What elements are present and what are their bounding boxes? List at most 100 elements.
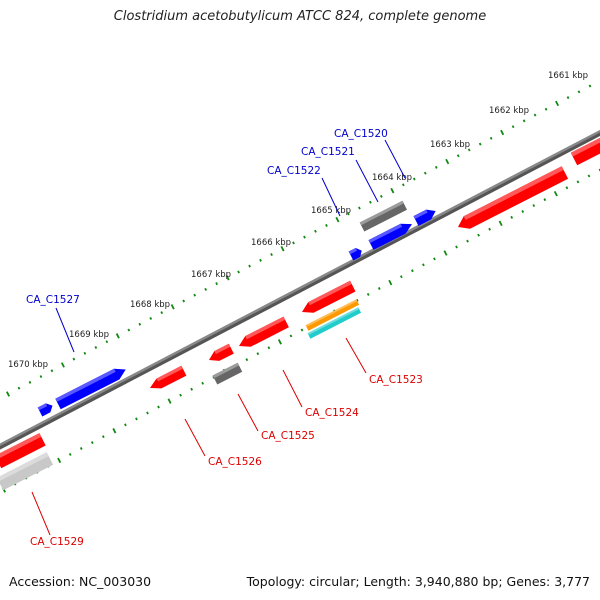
- upper-scale-tick: [280, 245, 285, 252]
- upper-scale-tick: [215, 282, 218, 286]
- lower-scale-tick: [179, 393, 182, 397]
- lower-scale-tick: [146, 411, 149, 415]
- lower-scale-tick: [124, 423, 127, 427]
- scale-label-kbp: 1662 kbp: [489, 106, 529, 116]
- gene-ca-c1525-arrow: [212, 362, 243, 385]
- gene-ca-c1523-orange-arrow-bevel: [305, 299, 358, 327]
- scale-label-kbp: 1663 kbp: [430, 140, 470, 150]
- gene-ca-c1523-cyan-arrow: [307, 307, 362, 339]
- gene-ca-c1523-orange-arrow: [305, 299, 360, 331]
- scale-label-kbp: 1661 kbp: [548, 71, 588, 81]
- accession-text: Accession: NC_003030: [9, 574, 152, 589]
- lower-scale-tick: [300, 328, 304, 332]
- upper-scale-tick: [401, 183, 405, 187]
- upper-scale-tick: [292, 241, 295, 245]
- upper-scale-tick: [72, 357, 76, 361]
- upper-scale-tick: [588, 84, 592, 88]
- lower-scale-tick: [576, 180, 580, 184]
- gene-ca-c1528-arrow-bevel: [37, 403, 48, 411]
- lower-scale-tick: [289, 334, 293, 338]
- upper-scale-tick: [358, 206, 361, 210]
- upper-scale-tick: [380, 194, 383, 198]
- gene-ca-c1520-arrow-bevel: [413, 209, 428, 219]
- lower-scale-tick: [245, 358, 249, 362]
- upper-scale-tick: [115, 333, 120, 339]
- lower-scale-tick: [57, 457, 62, 464]
- upper-scale-tick: [423, 171, 427, 175]
- upper-scale-tick: [237, 270, 240, 274]
- upper-scale-tick: [149, 316, 153, 320]
- upper-scale-tick: [533, 113, 537, 117]
- gene-label-ca-c1524: CA_C1524: [305, 407, 359, 419]
- gene-ca-c1518-arrow-bevel: [463, 166, 564, 220]
- upper-scale-tick: [500, 129, 505, 136]
- gene-label-ca-c1523: CA_C1523: [369, 374, 423, 386]
- lower-scale-tick: [68, 452, 72, 456]
- scale-label-kbp: 1669 kbp: [69, 330, 109, 340]
- lower-scale-tick: [355, 298, 359, 302]
- callout-leader-line: [345, 337, 367, 374]
- upper-scale-tick: [127, 328, 131, 332]
- upper-scale-tick: [17, 386, 21, 390]
- upper-scale-tick: [138, 322, 142, 326]
- gene-ca-c1521-arrow-bevel: [368, 223, 403, 243]
- upper-scale-tick: [160, 311, 164, 315]
- upper-scale-tick: [248, 264, 251, 268]
- gene-ca-c1519-grey-arrow-bevel: [359, 200, 404, 226]
- gene-ca-c1529-arrow: [0, 452, 54, 491]
- upper-scale-tick: [83, 351, 87, 355]
- upper-scale-tick: [577, 90, 581, 94]
- lower-scale-tick: [190, 387, 193, 391]
- upper-scale-tick: [94, 346, 98, 349]
- callout-leader-line: [355, 159, 379, 203]
- lower-scale-tick: [433, 257, 436, 261]
- upper-scale-tick: [182, 299, 186, 303]
- genome-backbone: [0, 130, 600, 450]
- lower-scale-tick: [422, 263, 425, 267]
- upper-scale-tick: [566, 96, 570, 100]
- upper-scale-tick: [225, 275, 230, 281]
- scale-label-kbp: 1666 kbp: [251, 238, 291, 248]
- gene-label-ca-c1525: CA_C1525: [261, 430, 315, 442]
- gene-ca-c1523b-arrow-bevel: [308, 280, 352, 306]
- lower-scale-tick: [267, 346, 271, 350]
- upper-scale-tick: [522, 119, 526, 123]
- lower-scale-tick: [466, 239, 469, 243]
- callout-leader-line: [384, 139, 406, 179]
- lower-scale-tick: [455, 245, 458, 249]
- upper-scale-tick: [303, 235, 306, 239]
- upper-scale-tick: [489, 136, 493, 140]
- gene-ca-c1523-cyan-arrow-bevel: [307, 307, 360, 335]
- lower-scale-tick: [101, 435, 105, 439]
- gene-ca-c1527-arrow-bevel: [55, 368, 116, 402]
- upper-scale-tick: [445, 158, 450, 165]
- lower-scale-tick: [399, 275, 403, 279]
- upper-scale-tick: [204, 287, 208, 291]
- scale-label-kbp: 1668 kbp: [130, 300, 170, 310]
- upper-scale-tick: [325, 223, 328, 227]
- genome-summary-text: Topology: circular; Length: 3,940,880 bp…: [246, 574, 590, 589]
- gene-ca-c1517-arrow-bevel: [570, 137, 600, 157]
- scale-label-kbp: 1667 kbp: [191, 270, 231, 280]
- upper-scale-tick: [478, 142, 482, 146]
- lower-scale-tick: [256, 352, 260, 356]
- gene-label-ca-c1529: CA_C1529: [30, 536, 84, 548]
- upper-scale-tick: [170, 304, 175, 310]
- upper-scale-tick: [314, 229, 317, 233]
- callout-leader-line: [184, 418, 206, 457]
- gene-ca-c1525-arrow-bevel: [212, 362, 239, 379]
- lower-scale-tick: [157, 405, 160, 409]
- gene-label-ca-c1526: CA_C1526: [208, 456, 262, 468]
- upper-scale-tick: [347, 212, 350, 216]
- gene-ca-c1530-arrow-bevel: [0, 433, 42, 458]
- lower-scale-tick: [201, 381, 205, 385]
- lower-scale-tick: [498, 220, 503, 227]
- lower-scale-tick: [377, 287, 381, 290]
- lower-scale-tick: [112, 428, 117, 434]
- gene-label-ca-c1521: CA_C1521: [301, 146, 355, 158]
- upper-scale-tick: [105, 340, 109, 344]
- lower-scale-tick: [443, 250, 448, 256]
- lower-scale-tick: [79, 447, 83, 450]
- upper-scale-tick: [39, 375, 43, 379]
